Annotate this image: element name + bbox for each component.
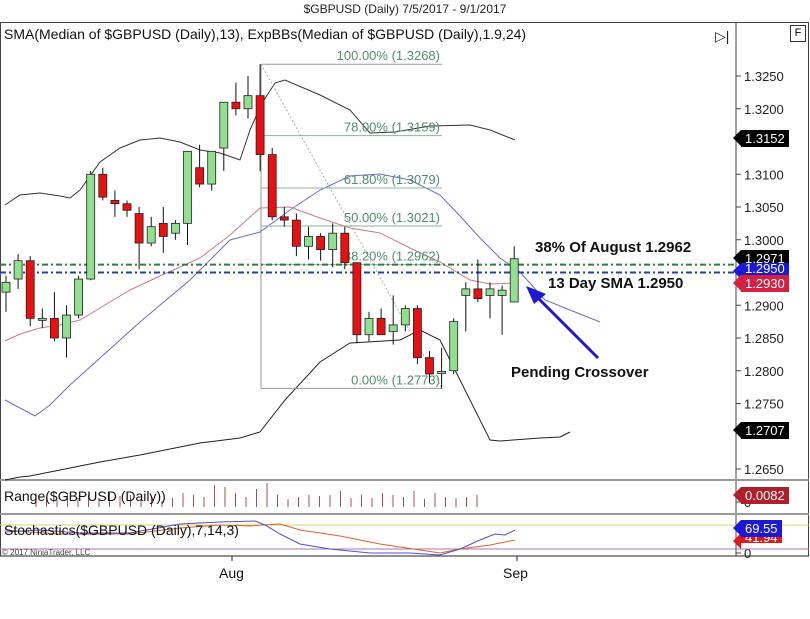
- stochastics-panel-label: Stochastics($GBPUSD (Daily),7,14,3): [4, 522, 239, 538]
- annotation-38pct-august: 38% Of August 1.2962: [535, 239, 692, 256]
- candle-down: [376, 317, 386, 336]
- bb-middle-line: [4, 173, 601, 417]
- candle-down: [122, 203, 132, 211]
- candle-up: [74, 278, 83, 316]
- candle-down: [316, 236, 326, 250]
- y-tick-label: 1.3250: [744, 69, 784, 84]
- candle-up: [509, 258, 519, 303]
- scroll-to-end-icon[interactable]: ▷|: [715, 28, 730, 44]
- candle-down: [25, 260, 35, 319]
- bb-lower-line: [4, 329, 571, 481]
- candle-up: [62, 314, 71, 339]
- range-value-tag: 0.0082: [733, 487, 789, 504]
- annotation-pending-crossover: Pending Crossover: [511, 364, 649, 381]
- candle-down: [425, 357, 434, 375]
- candle-up: [485, 288, 495, 296]
- price-tag-value: 1.3152: [745, 131, 785, 146]
- candle-down: [98, 173, 108, 198]
- candle-down: [267, 154, 277, 218]
- candle-down: [412, 308, 422, 359]
- candle-up: [243, 95, 253, 110]
- stoch-d-tag: 69.55: [733, 520, 782, 537]
- candle-up: [1, 281, 11, 293]
- candle-down: [158, 222, 168, 237]
- candle-up: [183, 150, 192, 224]
- fib-level-label: 61.80% (1.3079): [344, 172, 440, 187]
- fib-level-label: 100.00% (1.3268): [337, 48, 440, 63]
- candle-up: [449, 321, 459, 372]
- price-tag-last: 1.2971: [733, 250, 789, 267]
- candle-up: [364, 317, 374, 336]
- range-value: 0.0082: [745, 488, 785, 503]
- candle-up: [461, 288, 471, 296]
- price-tag-value: 1.2971: [745, 251, 785, 266]
- y-tick-label: 1.2850: [744, 331, 784, 346]
- price-tag-sma-line: 1.2950: [733, 261, 789, 279]
- candle-down: [231, 101, 241, 110]
- fib-level-label: 50.00% (1.3021): [344, 210, 440, 225]
- y-tick-label: 1.2650: [744, 462, 784, 477]
- y-tick-label: 1.3200: [744, 102, 784, 117]
- candle-down: [195, 167, 205, 185]
- candle-up: [146, 226, 156, 244]
- stoch-k-line: [4, 520, 516, 556]
- candle-up: [219, 101, 229, 149]
- x-axis-label-aug: Aug: [219, 565, 244, 581]
- price-tag-value: 1.2707: [745, 423, 785, 438]
- price-panel-indicator-label: SMA(Median of $GBPUSD (Daily),13), ExpBB…: [4, 26, 527, 42]
- x-axis-label-sep: Sep: [503, 565, 528, 581]
- candle-down: [255, 95, 265, 156]
- copyright-text: © 2017 NinjaTrader, LLC: [2, 548, 91, 557]
- candle-down: [110, 200, 120, 205]
- stoch-d-line: [4, 523, 516, 554]
- price-tag-value: 1.2930: [745, 276, 785, 291]
- y-tick-label: 0: [744, 546, 751, 561]
- candle-down: [50, 317, 59, 339]
- fib-level-label: 78.00% (1.3159): [344, 120, 440, 135]
- candle-up: [37, 317, 47, 321]
- candle-up: [304, 236, 313, 247]
- candle-down: [279, 216, 289, 221]
- candle-up: [13, 260, 23, 280]
- range-panel-label: Range($GBPUSD (Daily)): [4, 488, 166, 504]
- y-tick-label: 1.2900: [744, 298, 784, 313]
- price-tag-sma: 1.2930: [733, 275, 789, 292]
- candle-up: [437, 371, 447, 374]
- candle-up: [207, 150, 217, 185]
- price-tag-bb-upper: 1.3152: [733, 130, 789, 147]
- candle-down: [352, 262, 362, 336]
- f-button[interactable]: F: [790, 25, 806, 42]
- price-tag-bb-lower: 1.2707: [733, 422, 789, 439]
- candle-up: [170, 222, 180, 234]
- stoch-k-value: 69.55: [745, 521, 778, 536]
- fib-level-label: 0.00% (1.2773): [351, 372, 440, 387]
- candle-up: [328, 232, 338, 250]
- y-tick-label: 1.3100: [744, 167, 784, 182]
- sma-line: [4, 206, 516, 342]
- crossover-arrow: [534, 294, 600, 360]
- crossover-arrowhead: [526, 286, 546, 304]
- candle-up: [86, 173, 96, 280]
- y-tick-label: 1.3050: [744, 200, 784, 215]
- annotation-13day-sma: 13 Day SMA 1.2950: [548, 275, 684, 292]
- candle-down: [291, 219, 301, 247]
- y-tick-label: 1.3000: [744, 233, 784, 248]
- bb-upper-line: [4, 79, 516, 206]
- candle-up: [497, 289, 507, 296]
- candle-down: [340, 232, 350, 264]
- fib-level-label: 38.20% (1.2962): [344, 249, 440, 264]
- chart-frame: [0, 22, 809, 556]
- y-tick-label: 1.2800: [744, 364, 784, 379]
- y-tick-label: 1.2750: [744, 397, 784, 412]
- candle-up: [400, 308, 410, 326]
- candle-down: [134, 213, 144, 244]
- chart-window-title: $GBPUSD (Daily) 7/5/2017 - 9/1/2017: [303, 2, 507, 16]
- candle-down: [473, 288, 483, 300]
- price-tag-value: 1.2950: [745, 261, 785, 276]
- candle-up: [388, 324, 398, 332]
